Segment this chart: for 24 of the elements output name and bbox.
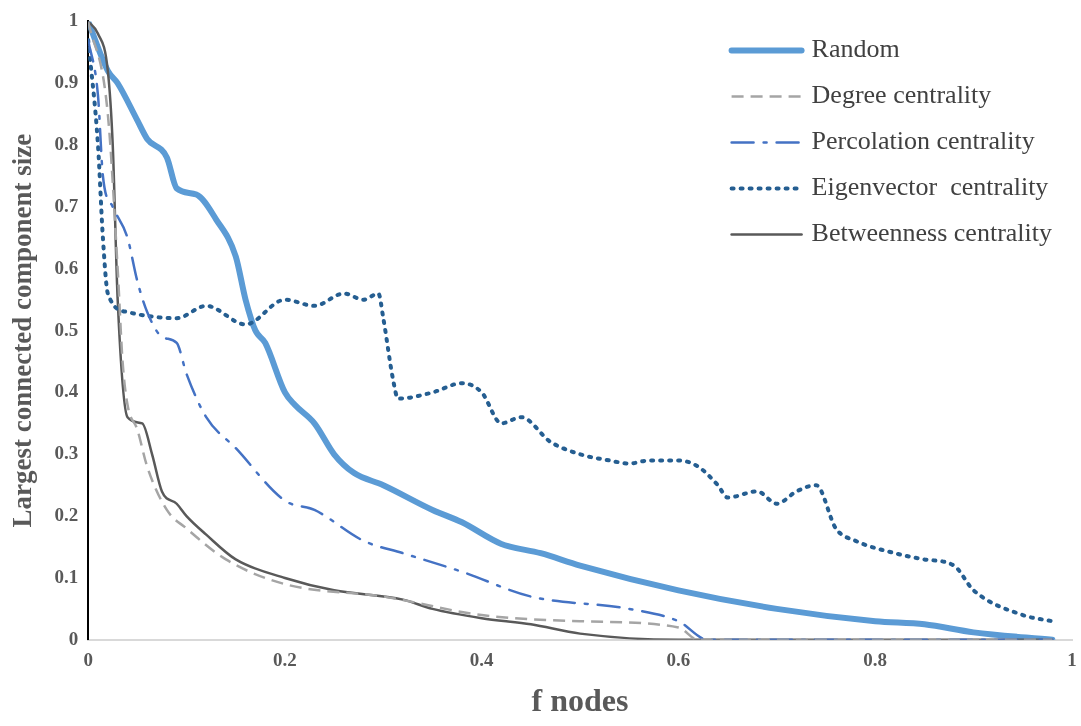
x-tick-label: 1 — [1067, 649, 1077, 671]
x-tick-label: 0.2 — [273, 649, 297, 671]
y-tick-label: 0.8 — [54, 132, 79, 154]
legend-label: Random — [811, 34, 900, 64]
x-tick-label: 0.6 — [666, 649, 691, 671]
x-tick-label: 0 — [83, 649, 93, 671]
x-tick-label: 0.8 — [863, 649, 888, 671]
x-tick-label: 0.4 — [469, 649, 495, 671]
y-tick-label: 1 — [68, 9, 79, 31]
y-tick-label: 0.6 — [54, 256, 79, 278]
y-tick-label: 0.9 — [54, 71, 79, 93]
legend-label: Eigenvector centrality — [811, 172, 1049, 202]
y-tick-label: 0.1 — [54, 565, 79, 587]
legend-label: Betweenness centrality — [811, 218, 1053, 248]
y-tick-label: 0.7 — [54, 194, 79, 216]
y-tick-label: 0.3 — [54, 442, 79, 464]
y-tick-label: 0.4 — [54, 380, 79, 402]
y-axis-title: Largest connected component size — [7, 133, 38, 528]
y-tick-label: 0.5 — [54, 318, 79, 340]
y-tick-label: 0 — [68, 627, 79, 649]
x-axis-title: f nodes — [531, 682, 629, 719]
legend-label: Percolation centrality — [811, 126, 1035, 156]
y-tick-label: 0.2 — [54, 504, 79, 526]
legend-label: Degree centrality — [811, 80, 992, 110]
